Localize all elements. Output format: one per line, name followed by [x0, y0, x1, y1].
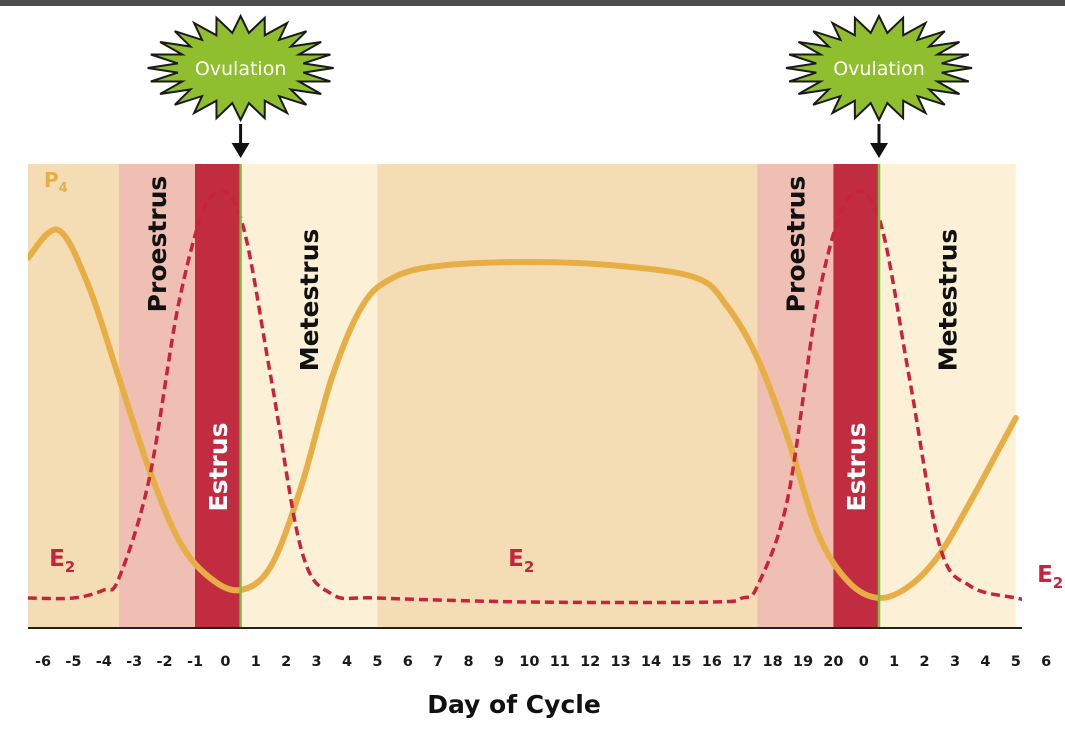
phase-label-estrus: Estrus [204, 423, 233, 512]
x-tick-label: 10 [519, 654, 539, 670]
x-tick-label: 16 [702, 654, 722, 670]
x-tick-label: 3 [950, 654, 960, 670]
x-tick-label: 8 [464, 654, 474, 670]
x-tick-label: 4 [342, 654, 352, 670]
ovulation-arrowhead [870, 143, 888, 158]
series-label-p4-sub: 4 [59, 181, 68, 196]
x-tick-label: 3 [312, 654, 322, 670]
series-line-e2 [28, 188, 1022, 605]
phase-band-estrus [833, 164, 879, 628]
x-tick-label: 14 [641, 654, 661, 670]
series-label-e2: E2 [49, 546, 75, 576]
x-tick-label: 1 [889, 654, 899, 670]
x-tick-label: 1 [251, 654, 261, 670]
x-axis-label: Day of Cycle [427, 690, 601, 719]
ovulation-label: Ovulation [833, 58, 925, 80]
x-tick-label: 19 [793, 654, 813, 670]
series-label-e2-sub: 2 [65, 558, 75, 576]
ovulation-markers: Ovulation Ovulation [147, 13, 973, 628]
x-axis-ticks: -6 -5 -4 -3 -2 -1 0 1 2 3 4 5 6 7 8 9 10 11 12 13 14 15 16 17 18… [35, 654, 1051, 670]
x-tick-label: 17 [732, 654, 752, 670]
series-label-e2-main: E [49, 546, 65, 572]
hormone-curves [28, 188, 1022, 605]
x-tick-label: 12 [580, 654, 600, 670]
phase-band-metestrus [879, 164, 1016, 628]
ovulation-arrowhead [231, 143, 250, 158]
x-tick-label: -1 [187, 654, 203, 670]
phase-label-proestrus: Proestrus [143, 176, 172, 313]
phase-label-metestrus: Metestrus [295, 229, 324, 372]
x-tick-label: 7 [433, 654, 443, 670]
series-label-e2-main: E [508, 546, 524, 572]
x-tick-label: 2 [920, 654, 930, 670]
series-label-e2-sub: 2 [524, 558, 534, 576]
series-label-e2: E2 [508, 546, 534, 576]
series-label-e2-main: E [1037, 562, 1053, 588]
x-tick-label: 20 [823, 654, 843, 670]
x-tick-label: 6 [1041, 654, 1051, 670]
series-label-e2: E2 [1037, 562, 1063, 592]
x-tick-label: 11 [550, 654, 570, 670]
phase-label-estrus: Estrus [842, 423, 871, 512]
x-tick-label: 18 [763, 654, 783, 670]
series-label-p4: P4 [44, 168, 68, 196]
phase-label-proestrus: Proestrus [781, 176, 810, 313]
x-tick-label: -5 [65, 654, 81, 670]
phase-band-estrus [195, 164, 241, 628]
x-tick-label: 0 [220, 654, 230, 670]
phase-labels: Proestrus Estrus Metestrus Proestrus Estrus M… [143, 176, 962, 512]
x-tick-label: 9 [494, 654, 504, 670]
x-tick-label: 13 [611, 654, 631, 670]
series-label-p4-main: P [44, 168, 59, 192]
x-tick-label: 0 [859, 654, 869, 670]
x-tick-label: 5 [1011, 654, 1021, 670]
ovulation-label: Ovulation [195, 58, 287, 80]
x-tick-label: -4 [96, 654, 112, 670]
x-tick-label: -3 [126, 654, 142, 670]
x-tick-label: -2 [157, 654, 173, 670]
phase-label-metestrus: Metestrus [933, 229, 962, 372]
ovulation-starburst [147, 13, 334, 123]
series-label-e2-sub: 2 [1053, 574, 1063, 592]
x-tick-label: 2 [281, 654, 291, 670]
x-tick-label: 15 [671, 654, 691, 670]
phase-band-metestrus [240, 164, 378, 628]
x-tick-label: -6 [35, 654, 51, 670]
x-tick-label: 4 [980, 654, 990, 670]
x-tick-label: 5 [372, 654, 382, 670]
ovulation-starburst [785, 13, 973, 123]
x-tick-label: 6 [403, 654, 413, 670]
top-border-bar [0, 0, 1065, 6]
series-line-p4 [28, 226, 1019, 602]
